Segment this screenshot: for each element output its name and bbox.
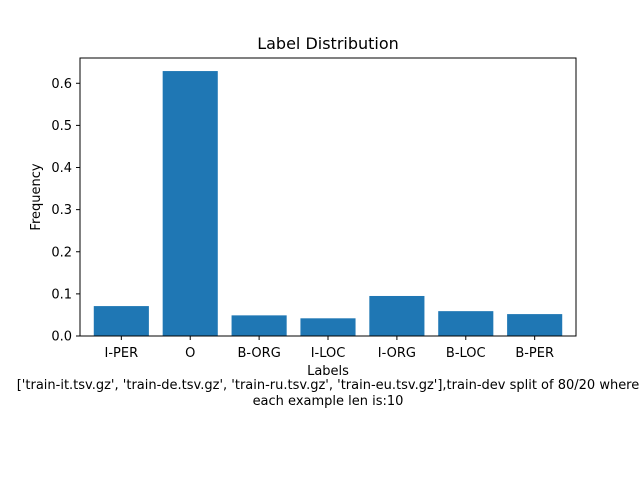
x-tick-label: B-ORG <box>237 346 280 361</box>
y-tick-label: 0.1 <box>51 287 72 302</box>
y-tick-label: 0.0 <box>51 330 72 345</box>
bar-b-loc <box>438 311 494 336</box>
bar-i-loc <box>300 318 356 336</box>
x-tick-label: I-ORG <box>378 346 416 361</box>
caption-line-2: each example len is:10 <box>253 394 404 409</box>
bar-i-per <box>93 306 149 336</box>
y-ticks-group: 0.0 0.1 0.2 0.3 0.4 0.5 0.6 <box>51 77 80 345</box>
chart-title: Label Distribution <box>257 34 399 53</box>
x-tick-label: B-LOC <box>446 346 486 361</box>
y-tick-label: 0.2 <box>51 245 72 260</box>
plot-frame <box>79 57 577 337</box>
bar-o <box>162 71 218 336</box>
y-tick-label: 0.4 <box>51 161 72 176</box>
caption-line-1: ['train-it.tsv.gz', 'train-de.tsv.gz', '… <box>17 378 640 393</box>
x-tick-label: I-LOC <box>311 346 346 361</box>
x-tick-label: B-PER <box>515 346 554 361</box>
bars-group <box>93 71 563 336</box>
bar-b-org <box>231 315 287 336</box>
y-tick-label: 0.6 <box>51 77 72 92</box>
y-tick-label: 0.3 <box>51 203 72 218</box>
y-axis-label: Frequency <box>29 163 44 230</box>
bar-b-per <box>507 314 563 336</box>
y-tick-label: 0.5 <box>51 119 72 134</box>
x-axis-label: Labels <box>307 364 349 379</box>
x-tick-label: O <box>185 346 195 361</box>
x-ticks-group: I-PER O B-ORG I-LOC I-ORG B-LOC B-PER <box>105 336 554 361</box>
bar-i-org <box>369 295 425 336</box>
x-tick-label: I-PER <box>105 346 139 361</box>
